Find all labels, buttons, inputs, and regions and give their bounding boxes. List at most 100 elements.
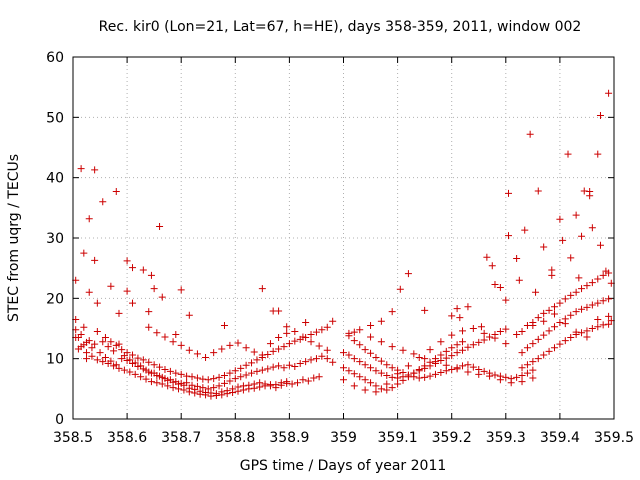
data-point [185, 346, 193, 354]
data-point [383, 361, 391, 369]
data-point [269, 363, 277, 371]
data-point [567, 334, 575, 342]
data-point [139, 356, 147, 364]
data-point [85, 337, 93, 345]
data-point [561, 320, 569, 328]
data-point [185, 311, 193, 319]
data-point [540, 309, 548, 317]
data-point [502, 325, 510, 333]
y-tick-label: 60 [46, 50, 64, 66]
data-point [453, 349, 461, 357]
data-point [193, 382, 201, 390]
data-point [388, 364, 396, 372]
data-point [588, 279, 596, 287]
data-point [220, 372, 228, 380]
data-point [469, 325, 477, 332]
data-point [356, 326, 364, 334]
data-point [245, 385, 253, 393]
data-point [475, 338, 483, 346]
data-point [312, 328, 320, 336]
data-point [91, 340, 99, 348]
data-point [556, 299, 564, 307]
data-point [496, 283, 504, 291]
data-point [377, 338, 385, 346]
data-point [491, 334, 499, 342]
data-point [415, 366, 423, 374]
data-point [459, 362, 467, 370]
data-point [583, 333, 591, 341]
data-point [464, 368, 472, 376]
data-point [475, 370, 483, 378]
data-point [147, 271, 155, 279]
data-point [101, 334, 109, 342]
data-point [177, 379, 185, 387]
data-point [556, 340, 564, 348]
data-point [383, 372, 391, 380]
data-point [588, 224, 596, 232]
data-point [437, 369, 445, 377]
data-point [275, 345, 283, 353]
x-tick-label: 359.1 [378, 430, 418, 446]
data-point [134, 363, 142, 371]
data-point [296, 359, 304, 367]
data-point [448, 331, 456, 339]
data-point [578, 285, 586, 293]
data-point [302, 318, 310, 326]
data-point [529, 358, 537, 366]
data-point [515, 276, 523, 284]
data-point [469, 363, 477, 371]
data-point [540, 331, 548, 339]
data-point [210, 349, 218, 357]
data-point [534, 314, 542, 322]
data-point [315, 373, 323, 381]
data-point [529, 366, 537, 374]
data-point [85, 215, 93, 223]
data-point [523, 361, 531, 369]
data-point [596, 241, 604, 249]
data-point [291, 337, 299, 345]
data-point [277, 381, 285, 389]
data-point [93, 328, 101, 336]
data-point [399, 346, 407, 354]
chart-title: Rec. kir0 (Lon=21, Lat=67, h=HE), days 3… [99, 19, 582, 35]
data-point [231, 375, 239, 383]
data-point [172, 378, 180, 386]
data-point [93, 356, 101, 364]
data-point [367, 364, 375, 372]
data-point [85, 288, 93, 296]
data-point [250, 348, 258, 356]
data-point [459, 327, 467, 335]
data-point [226, 369, 234, 377]
data-point [272, 384, 280, 392]
data-point [323, 346, 331, 354]
data-point [594, 315, 602, 323]
data-point [212, 391, 220, 399]
data-point [112, 188, 120, 196]
data-point [583, 327, 591, 335]
data-point [172, 369, 180, 377]
data-point [180, 386, 188, 394]
data-point [264, 365, 272, 373]
data-point [134, 354, 142, 362]
data-point [158, 293, 166, 301]
data-point [153, 379, 161, 387]
data-point [526, 130, 534, 138]
data-point [394, 370, 402, 378]
data-point [323, 323, 331, 331]
data-point [258, 351, 266, 359]
data-point [156, 372, 164, 380]
data-point [126, 368, 134, 376]
data-point [248, 369, 256, 377]
data-point [169, 384, 177, 392]
data-point [426, 372, 434, 380]
data-point [367, 321, 375, 329]
data-point [513, 255, 521, 263]
data-point [404, 270, 412, 278]
data-point [166, 376, 174, 384]
y-tick-label: 40 [46, 171, 64, 187]
data-point [372, 388, 380, 396]
data-point [93, 299, 101, 307]
data-point [74, 345, 82, 353]
data-point [123, 356, 131, 364]
y-tick-label: 10 [46, 352, 64, 368]
